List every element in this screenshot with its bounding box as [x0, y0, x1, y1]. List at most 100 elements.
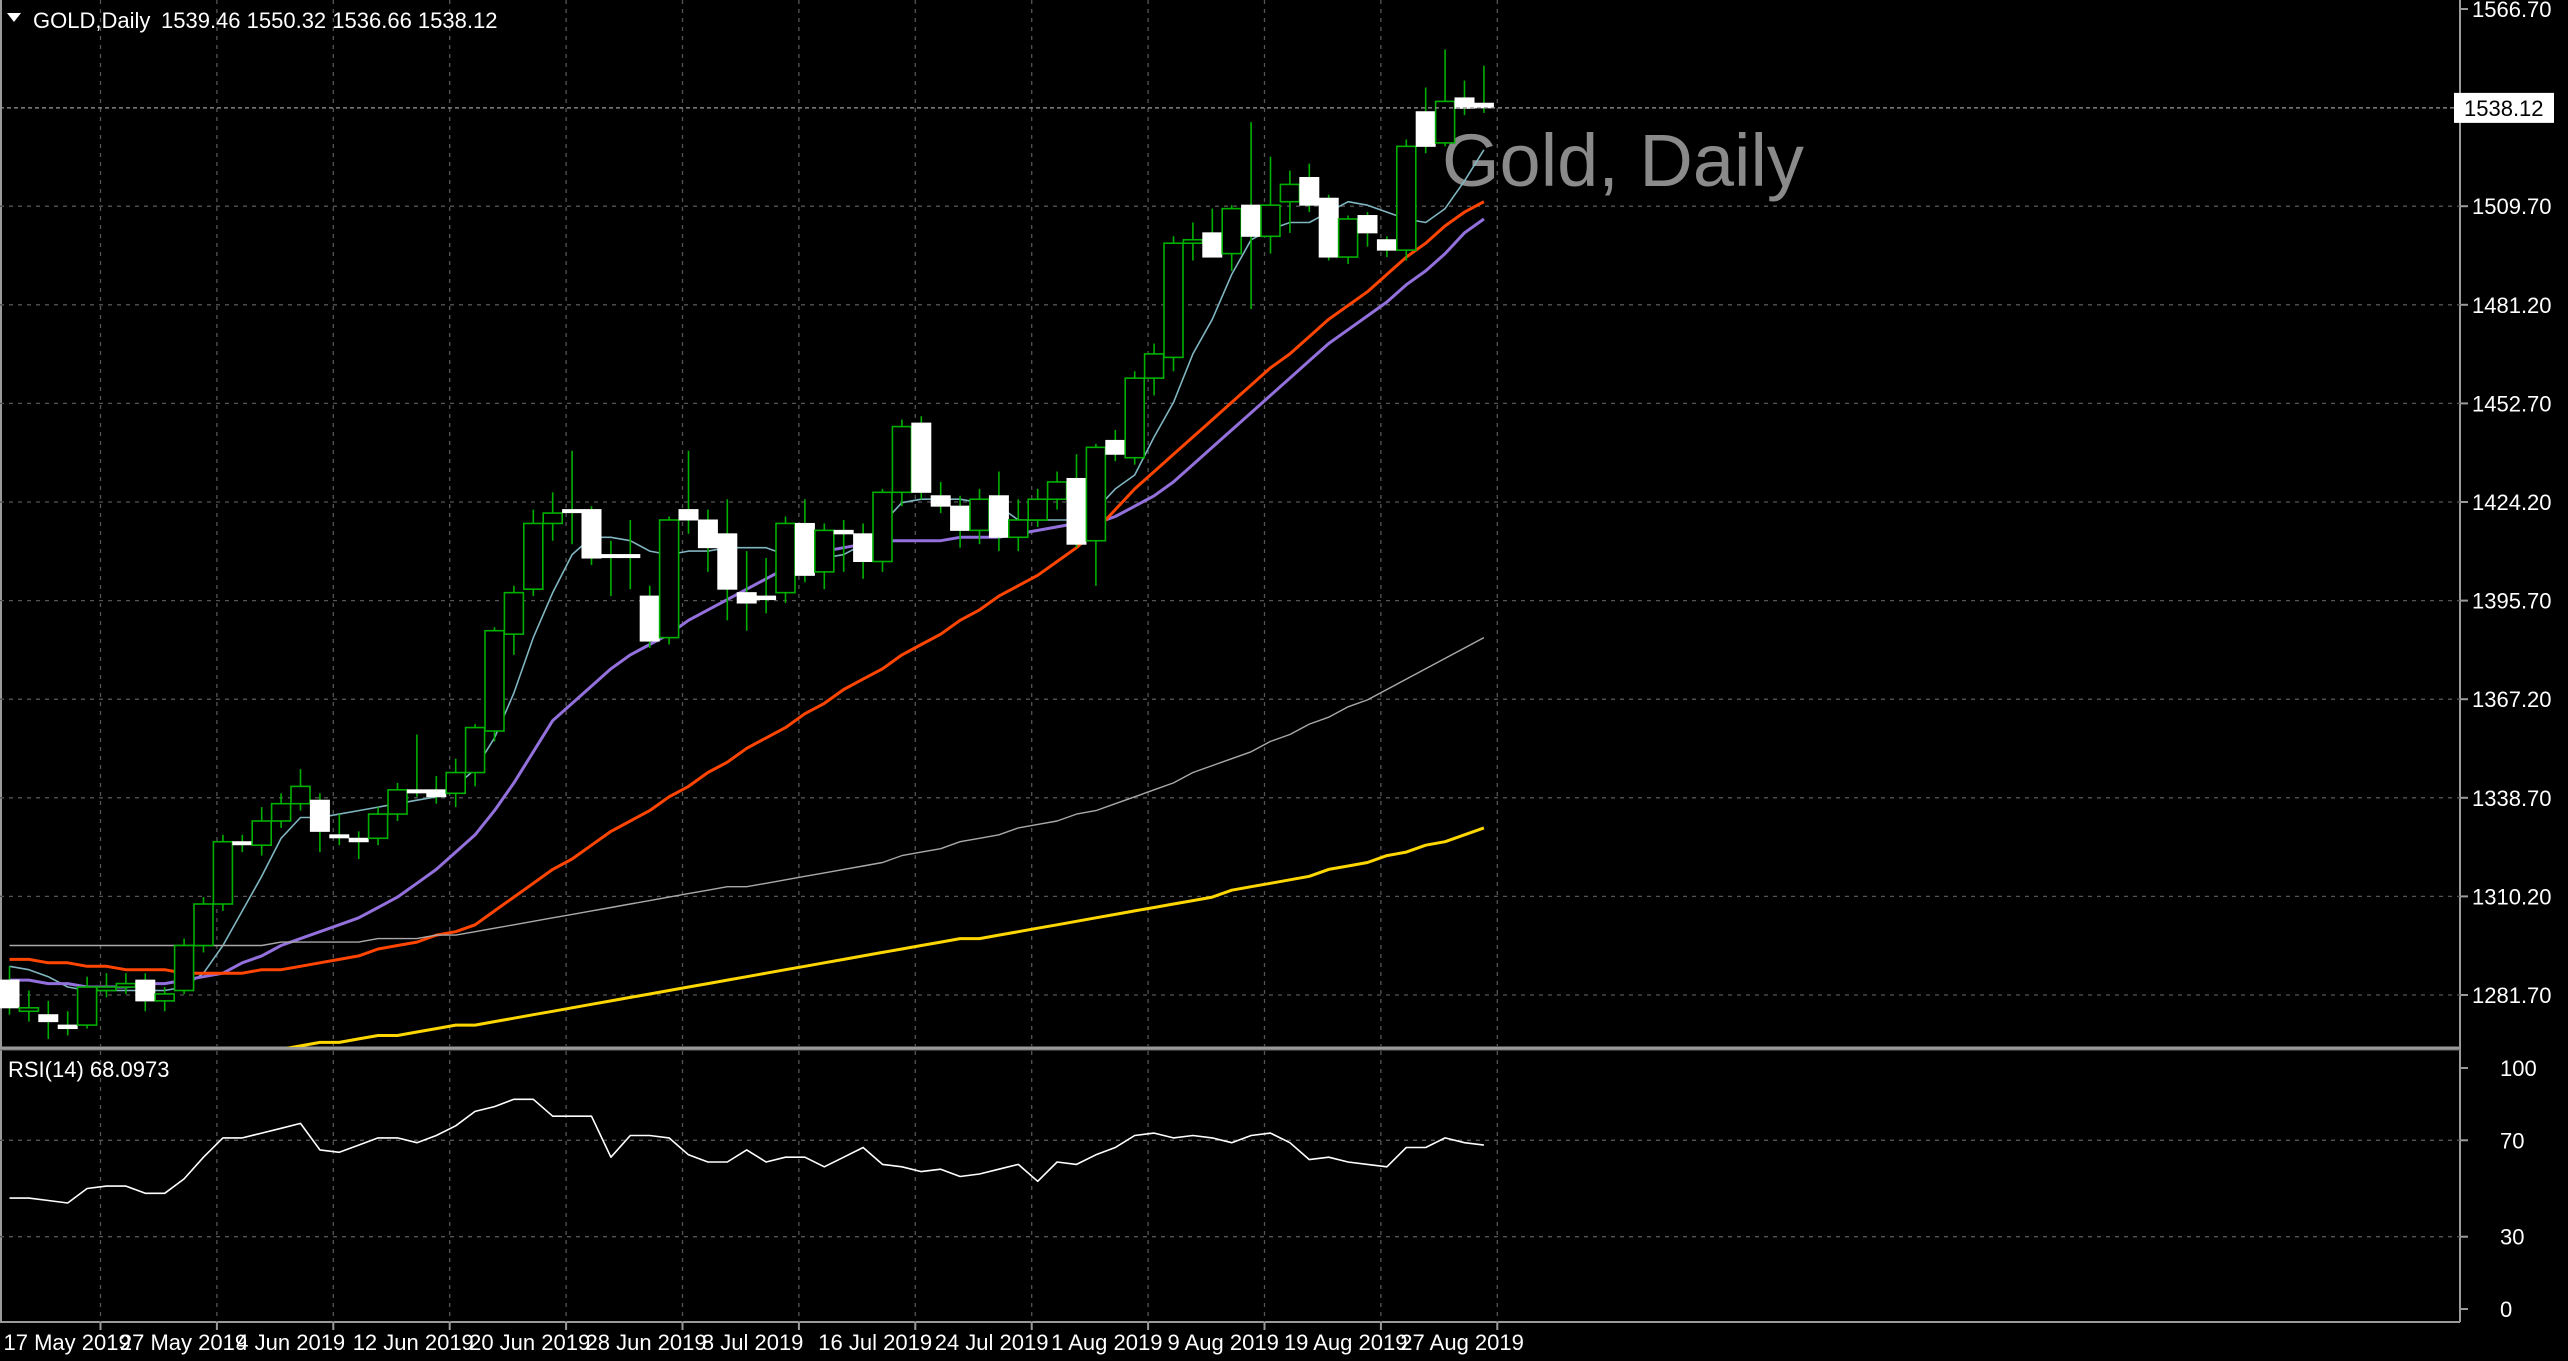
- current-price-label: 1538.12: [2464, 96, 2544, 121]
- candle: [270, 793, 292, 828]
- rsi-gridlines: [0, 1051, 2460, 1322]
- price-axis: 1566.70 1509.70 1481.20 1452.70 1424.20 1395.…: [2460, 0, 2552, 1008]
- candle: [0, 966, 20, 1015]
- collapse-triangle-icon[interactable]: [7, 13, 21, 22]
- chart-frame: [0, 0, 2461, 1323]
- current-price-marker: 1538.12: [2454, 92, 2554, 123]
- rsi-tick-label: 0: [2500, 1297, 2512, 1322]
- candle: [678, 450, 699, 534]
- candle: [1396, 139, 1417, 261]
- candle: [717, 499, 738, 621]
- price-tick-label: 1424.20: [2472, 490, 2552, 515]
- candle: [1434, 49, 1456, 147]
- date-tick-label: 9 Aug 2019: [1168, 1330, 1279, 1355]
- candle: [620, 519, 641, 590]
- candle: [911, 416, 932, 500]
- candle: [522, 509, 544, 597]
- candle: [1007, 499, 1029, 552]
- date-tick-label: 20 Jun 2019: [469, 1330, 590, 1355]
- symbol-header: GOLD,Daily 1539.46 1550.32 1536.66 1538.…: [7, 8, 497, 33]
- symbol-name: GOLD,Daily: [33, 8, 150, 33]
- price-tick-label: 1395.70: [2472, 589, 2552, 614]
- rsi-tick-label: 30: [2500, 1225, 2524, 1250]
- rsi-plot: [9, 1098, 1484, 1204]
- date-tick-label: 27 May 2019: [120, 1330, 247, 1355]
- candle: [38, 1000, 59, 1039]
- moving-average-ma_200: [285, 826, 1485, 1047]
- candle: [1260, 156, 1281, 254]
- rsi-tick-label: 70: [2500, 1128, 2524, 1153]
- moving-average-ma_50: [9, 200, 1485, 975]
- candle: [775, 516, 796, 604]
- date-tick-label: 1 Aug 2019: [1051, 1330, 1162, 1355]
- candle: [833, 519, 854, 572]
- candle: [212, 834, 234, 911]
- candle: [1163, 236, 1184, 372]
- ohlc-values: 1539.46 1550.32 1536.66 1538.12: [161, 8, 497, 33]
- candle: [76, 976, 98, 1029]
- candle: [348, 831, 369, 860]
- candle: [658, 516, 680, 645]
- candle: [464, 724, 486, 787]
- watermark-title: Gold, Daily: [1442, 119, 1804, 202]
- candlesticks: [0, 49, 1494, 1039]
- date-tick-label: 4 Jun 2019: [236, 1330, 345, 1355]
- candle: [1066, 454, 1087, 548]
- candle: [251, 807, 272, 856]
- candle: [988, 471, 1009, 552]
- candle: [853, 523, 874, 579]
- candle: [1124, 371, 1145, 465]
- candle: [1085, 443, 1107, 586]
- candle: [445, 758, 467, 808]
- candle: [503, 585, 525, 655]
- candle: [135, 973, 156, 1012]
- candle: [756, 558, 777, 614]
- price-tick-label: 1310.20: [2472, 884, 2552, 909]
- candle: [173, 938, 195, 994]
- price-tick-label: 1338.70: [2472, 786, 2552, 811]
- candle: [1318, 194, 1339, 261]
- candle: [813, 523, 835, 590]
- price-tick-label: 1452.70: [2472, 391, 2552, 416]
- candle: [290, 769, 311, 811]
- rsi-axis: 100 70 30 0: [2460, 1056, 2537, 1322]
- rsi-tick-label: 100: [2500, 1056, 2537, 1081]
- candle: [18, 990, 40, 1022]
- price-gridlines: [0, 0, 2460, 1047]
- date-tick-label: 16 Jul 2019: [818, 1330, 932, 1355]
- rsi-line: [9, 1098, 1484, 1204]
- candle: [154, 987, 175, 1012]
- price-tick-label: 1509.70: [2472, 194, 2552, 219]
- price-tick-label: 1281.70: [2472, 983, 2552, 1008]
- candle: [1473, 65, 1494, 113]
- candle: [969, 488, 990, 545]
- candle: [581, 506, 602, 565]
- price-tick-label: 1481.20: [2472, 293, 2552, 318]
- candle: [329, 814, 350, 846]
- date-tick-label: 24 Jul 2019: [935, 1330, 1049, 1355]
- date-tick-label: 17 May 2019: [4, 1330, 131, 1355]
- candle: [872, 488, 893, 572]
- moving-average-ma_5: [9, 149, 1485, 992]
- candle: [542, 492, 564, 541]
- candle: [367, 807, 389, 846]
- candle: [697, 509, 718, 572]
- date-tick-label: 28 Jun 2019: [586, 1330, 707, 1355]
- candle: [193, 897, 214, 953]
- price-tick-label: 1367.20: [2472, 687, 2552, 712]
- candle: [1357, 212, 1378, 247]
- rsi-label: RSI(14) 68.0973: [8, 1057, 169, 1082]
- moving-average-ma_100: [9, 636, 1485, 947]
- candle: [891, 419, 913, 507]
- candle: [484, 627, 505, 742]
- candle: [1221, 205, 1242, 271]
- date-tick-label: 27 Aug 2019: [1400, 1330, 1524, 1355]
- candle: [1027, 488, 1048, 527]
- candle: [309, 793, 330, 853]
- candle: [930, 481, 951, 514]
- date-tick-label: 19 Aug 2019: [1284, 1330, 1408, 1355]
- candle: [1105, 430, 1126, 462]
